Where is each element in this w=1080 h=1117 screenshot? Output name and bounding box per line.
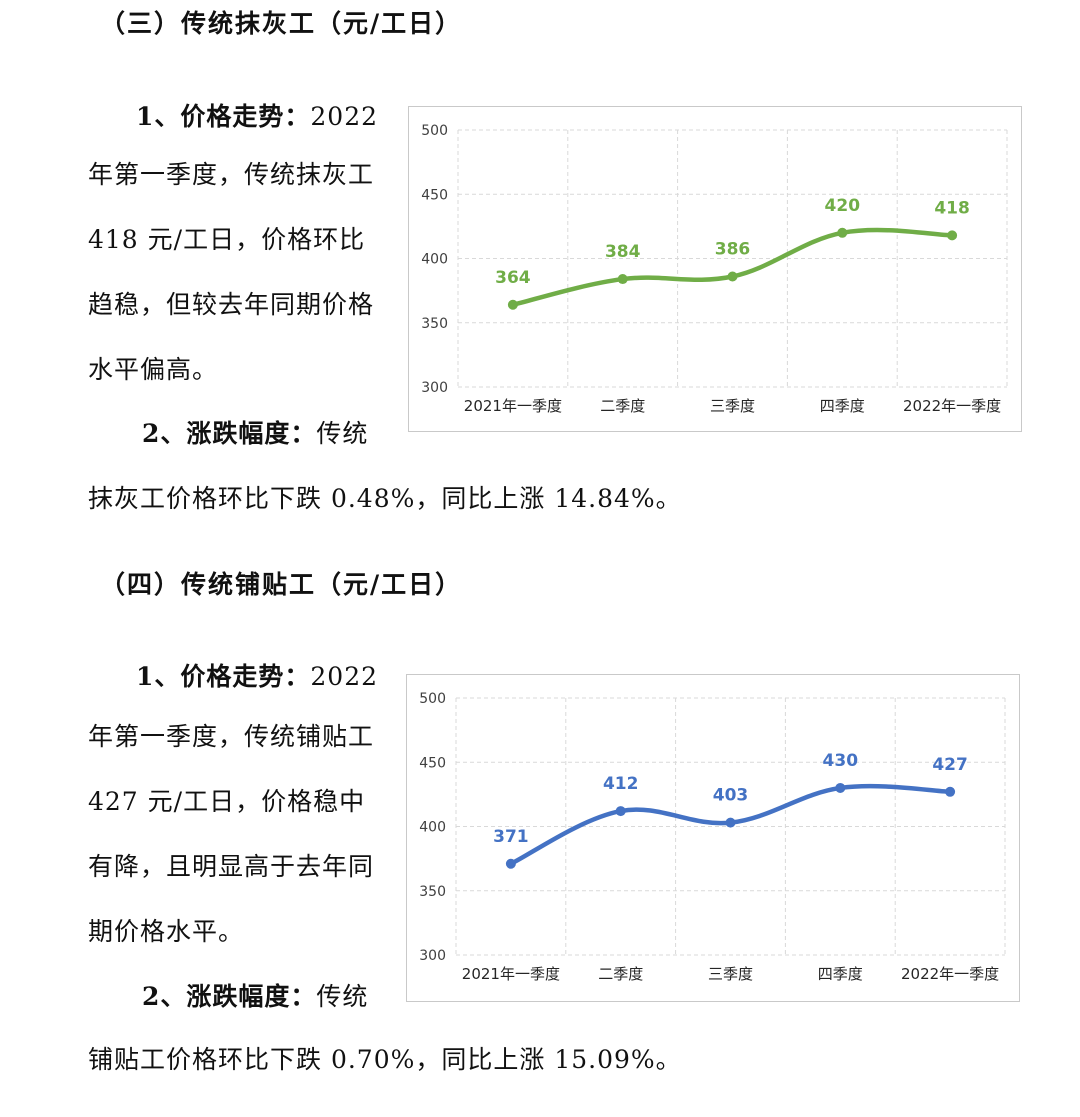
section-4-trend-line-3: 有降，且明显高于去年同 [88,852,375,881]
data-point [727,271,738,282]
section-4-trend-line-2: 427 元/工日，价格稳中 [88,787,366,816]
tiling-worker-price-chart-svg: 500 450 400 350 300 2021年一季度 二季度 三季度 四季度 2022年一季度… [419,691,1006,983]
x-tick-label: 二季度 [598,965,643,983]
data-point [725,817,736,828]
y-tick-label: 300 [421,380,448,396]
section-4-trend-paragraph: 年第一季度，传统铺贴工 427 元/工日，价格稳中 有降，且明显高于去年同 期价… [88,704,374,964]
data-point [615,806,626,817]
data-point [505,858,516,869]
x-tick-label: 2021年一季度 [462,965,560,983]
section-4-heading: （四）传统铺贴工（元/工日） [100,570,463,599]
x-tick-label: 四季度 [818,965,863,983]
section-4-trend-line-0: 2022 [310,662,379,691]
data-label: 403 [713,786,749,806]
section-3-change-continuation: 抹灰工价格环比下跌 0.48%，同比上涨 14.84%。 [88,484,682,513]
section-3-heading: （三）传统抹灰工（元/工日） [100,9,463,38]
section-4-trend-first-line: 1、价格走势：2022 [136,657,378,693]
x-tick-label: 2021年一季度 [464,397,562,415]
x-tick-label: 2022年一季度 [901,965,999,983]
section-3-trend-line-4: 水平偏高。 [88,355,219,384]
tiling-worker-price-chart: 500 450 400 350 300 2021年一季度 二季度 三季度 四季度 2022年一季度… [406,674,1020,1002]
data-label: 427 [932,755,968,775]
y-tick-label: 350 [419,884,446,900]
data-point [617,274,628,285]
section-4-trend-line-4: 期价格水平。 [88,917,245,946]
section-3-trend-label: 1、价格走势： [136,102,311,131]
section-3-trend-line-2: 418 元/工日，价格环比 [88,225,366,254]
plaster-worker-price-chart: 500 450 400 350 300 2021年一季度 二季度 三季度 四季度 2022年一季度… [408,106,1022,432]
x-tick-label: 三季度 [708,965,753,983]
data-label: 430 [823,751,859,771]
section-4-change-continuation: 铺贴工价格环比下跌 0.70%，同比上涨 15.09%。 [88,1045,682,1074]
section-4-trend-label: 1、价格走势： [136,662,311,691]
section-4-change-text: 传统 [316,982,369,1011]
y-tick-label: 450 [421,187,448,203]
section-3-trend-line-3: 趋稳，但较去年同期价格 [88,290,375,319]
section-3-change-first-line: 2、涨跌幅度：传统 [142,414,368,450]
y-tick-label: 350 [421,316,448,332]
x-tick-label: 三季度 [710,397,755,415]
data-label: 371 [493,827,529,847]
section-3-change-label: 2、涨跌幅度： [142,419,317,448]
data-point [835,782,846,793]
y-tick-label: 300 [419,948,446,964]
section-3-trend-first-line: 1、价格走势：2022 [136,97,378,133]
plaster-worker-price-chart-svg: 500 450 400 350 300 2021年一季度 二季度 三季度 四季度 2022年一季度… [421,123,1008,415]
section-3-trend-line-0: 2022 [310,102,379,131]
data-label: 420 [825,196,861,216]
x-tick-label: 四季度 [820,397,865,415]
section-3-change-text: 传统 [316,419,369,448]
x-tick-label: 2022年一季度 [903,397,1001,415]
data-label: 386 [715,239,751,259]
section-4-change-label: 2、涨跌幅度： [142,982,317,1011]
section-3-trend-paragraph: 年第一季度，传统抹灰工 418 元/工日，价格环比 趋稳，但较去年同期价格 水平… [88,142,374,402]
data-point [507,299,518,310]
y-tick-label: 450 [419,755,446,771]
section-4-trend-line-1: 年第一季度，传统铺贴工 [88,722,375,751]
section-3-trend-line-1: 年第一季度，传统抹灰工 [88,160,375,189]
section-4-change-first-line: 2、涨跌幅度：传统 [142,977,368,1013]
data-label: 384 [605,242,641,262]
y-tick-label: 500 [419,691,446,707]
x-tick-label: 二季度 [600,397,645,415]
y-tick-label: 500 [421,123,448,139]
data-point [837,227,848,238]
data-label: 412 [603,774,639,794]
data-point [947,230,958,241]
data-point [945,786,956,797]
y-tick-label: 400 [419,820,446,836]
y-tick-label: 400 [421,252,448,268]
data-label: 418 [934,198,970,218]
data-label: 364 [495,268,531,288]
